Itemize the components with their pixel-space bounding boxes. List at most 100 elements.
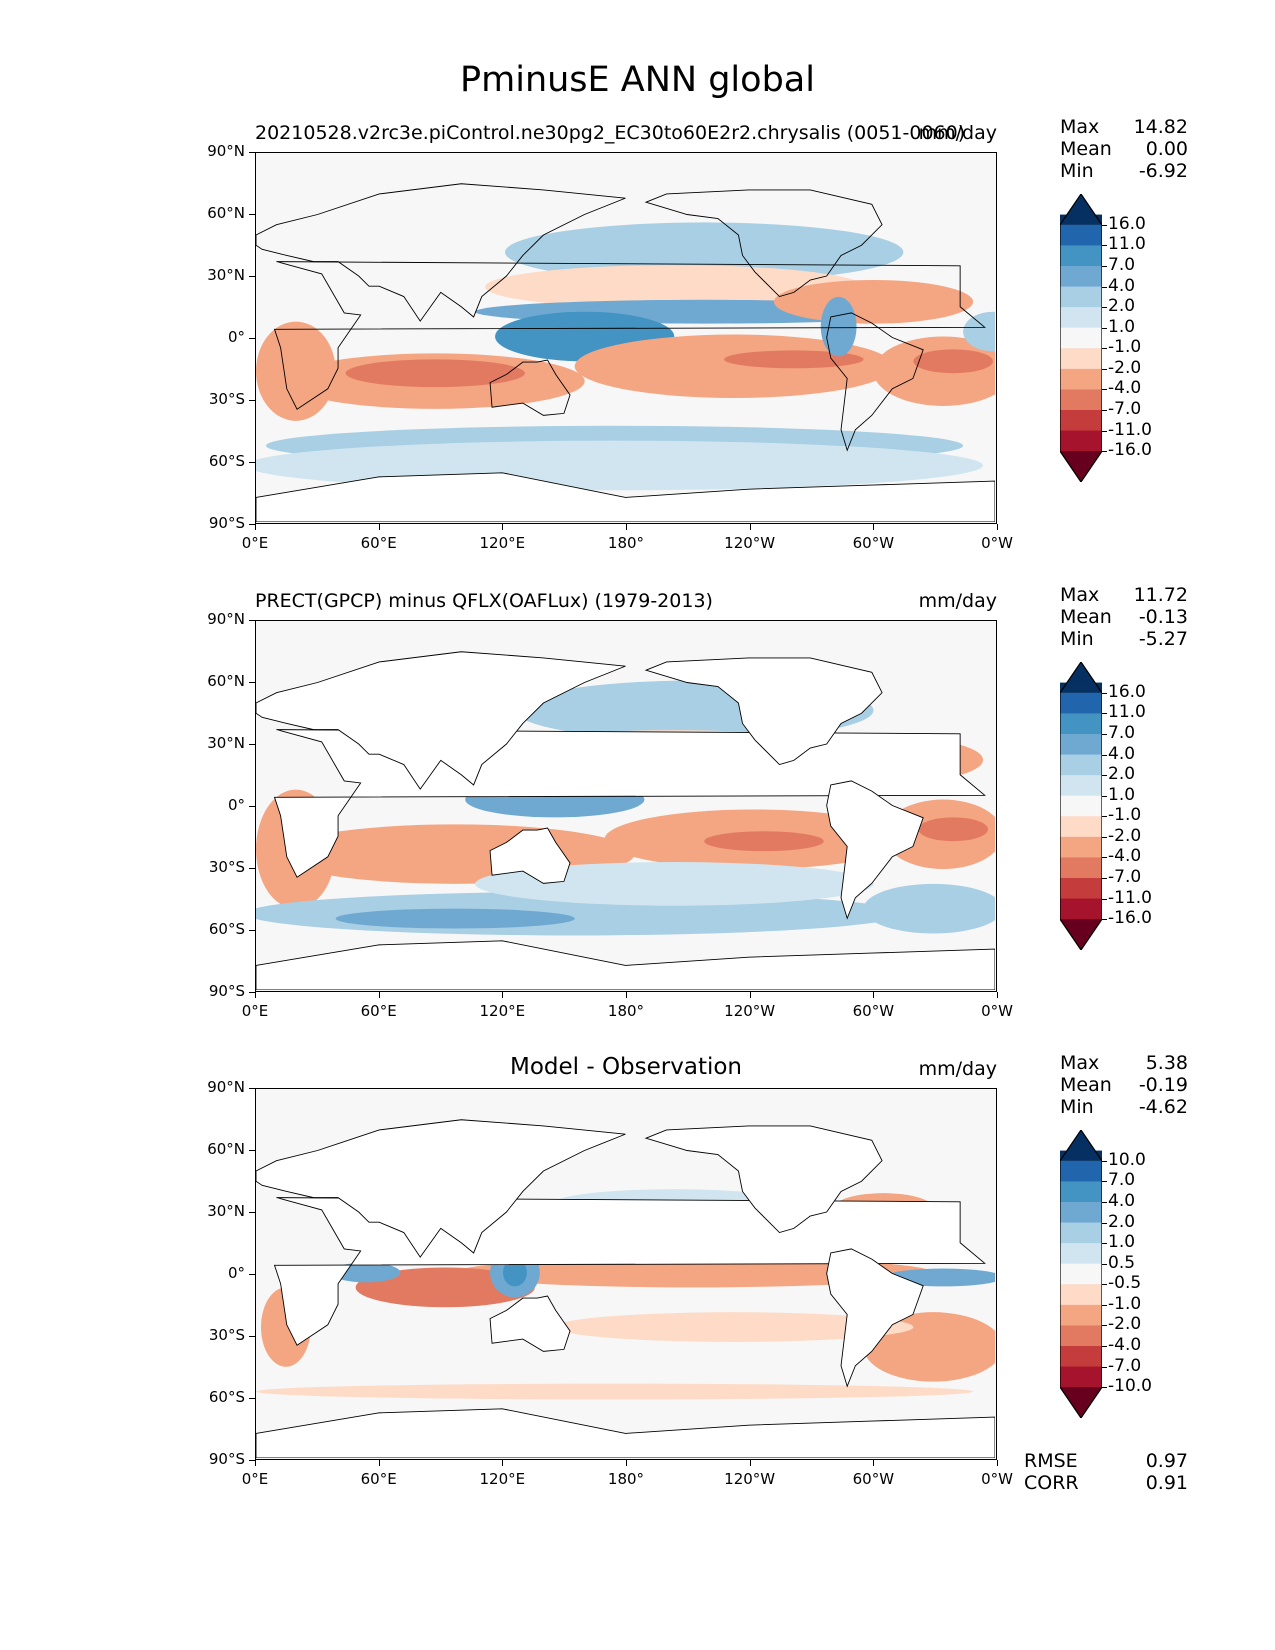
colorbar-swatch (1060, 734, 1102, 756)
lon-tick-label: 60°W (852, 1002, 895, 1020)
colorbar-swatch (1060, 1150, 1102, 1161)
colorbar-tick (1102, 836, 1107, 838)
lon-tick (502, 1460, 504, 1466)
colorbar-tick (1102, 1304, 1107, 1306)
lon-tick (997, 992, 998, 998)
lat-tick-label: 90°S (208, 1450, 245, 1468)
lat-tick-label: 60°S (208, 452, 245, 470)
map-panel (255, 1088, 997, 1460)
contour-field (256, 1089, 995, 1458)
stat-label: Max (1060, 584, 1100, 606)
colorbar-label: 7.0 (1108, 1170, 1136, 1191)
colorbar-tick (1102, 307, 1107, 309)
colorbar-tick (1102, 1222, 1107, 1224)
metric-label: RMSE (1024, 1450, 1078, 1472)
coastline (826, 312, 924, 452)
colorbar-tick (1102, 1181, 1107, 1183)
colorbar-label: -2.0 (1108, 1314, 1142, 1335)
lon-tick (626, 992, 627, 998)
lat-tick (249, 276, 255, 277)
colorbar-label: -1.0 (1108, 337, 1142, 358)
colorbar-swatch (1060, 682, 1102, 693)
colorbar-tick (1102, 775, 1107, 777)
lat-tick (249, 400, 255, 401)
coastline (256, 1119, 626, 1258)
stat-value: 11.72 (1133, 584, 1188, 606)
colorbar-label: -4.0 (1108, 846, 1142, 867)
lat-tick (249, 1460, 255, 1461)
lat-tick-label: 90°S (208, 982, 245, 1000)
stat-label: Mean (1060, 606, 1112, 628)
contour-region (345, 359, 525, 388)
stat-label: Max (1060, 1052, 1100, 1074)
stat-value: -5.27 (1138, 628, 1188, 650)
lon-tick (749, 524, 751, 530)
stat-value: -0.13 (1138, 606, 1188, 628)
colorbar-tick (1102, 1325, 1107, 1327)
colorbar-swatch (1060, 1387, 1102, 1418)
lat-tick (249, 682, 255, 683)
colorbar-tick (1102, 754, 1107, 756)
lat-tick (249, 1398, 255, 1399)
stat-value: -4.62 (1138, 1096, 1188, 1118)
lat-tick (249, 1088, 255, 1089)
lat-tick (249, 462, 255, 463)
colorbar-label: 11.0 (1108, 234, 1146, 255)
colorbar-label: -10.0 (1108, 1376, 1152, 1397)
coastline (256, 651, 626, 790)
colorbar-label: -7.0 (1108, 1355, 1142, 1376)
coastline (256, 1408, 995, 1458)
lon-tick-label: 180° (607, 534, 645, 552)
lat-tick-label: 30°S (208, 858, 245, 876)
colorbar-label: -11.0 (1108, 419, 1152, 440)
colorbar-svg (1059, 660, 1103, 952)
lon-tick-label: 120°W (724, 534, 776, 552)
colorbar-label: -16.0 (1108, 908, 1152, 929)
coastline (489, 827, 571, 884)
colorbar-label: 2.0 (1108, 1211, 1136, 1232)
colorbar-label: -4.0 (1108, 1335, 1142, 1355)
lat-tick (249, 1212, 255, 1213)
colorbar-swatch (1060, 368, 1102, 390)
lat-tick-label: 60°S (208, 920, 245, 938)
colorbar-swatch (1060, 430, 1102, 452)
coastline (826, 1248, 924, 1388)
lon-tick (378, 524, 380, 530)
lon-tick (626, 524, 627, 530)
colorbar-label: 1.0 (1108, 1232, 1136, 1253)
lon-tick-label: 120°E (479, 1002, 526, 1020)
colorbar-label: -2.0 (1108, 357, 1142, 378)
contour-region (355, 1267, 535, 1308)
lat-tick-label: 60°N (207, 204, 245, 222)
lat-tick (249, 524, 255, 525)
lat-tick-label: 30°S (208, 1326, 245, 1344)
colorbar-swatch (1060, 1181, 1102, 1203)
contour-region (335, 908, 575, 929)
colorbar-swatch (1060, 1346, 1102, 1368)
contour-field (256, 621, 995, 990)
colorbar-label: -0.5 (1108, 1273, 1142, 1294)
coastline (256, 472, 995, 522)
metric-value: 0.97 (1145, 1450, 1188, 1472)
colorbar-tick (1102, 430, 1107, 432)
lat-tick (249, 1336, 255, 1337)
colorbar-label: -1.0 (1108, 805, 1142, 826)
contour-region (455, 1257, 934, 1288)
coastline (644, 1125, 883, 1234)
lon-tick-label: 0°W (981, 1002, 1013, 1020)
lon-tick (255, 992, 256, 998)
colorbar-swatch (1060, 1325, 1102, 1347)
lon-tick (873, 992, 875, 998)
stat-label: Max (1060, 116, 1100, 138)
coastline (489, 359, 571, 416)
colorbar-swatch (1060, 451, 1102, 482)
contour-field (256, 153, 995, 522)
colorbar-swatch (1060, 857, 1102, 879)
colorbar-label: -1.0 (1108, 1293, 1142, 1314)
colorbar-swatch (1060, 919, 1102, 950)
colorbar-tick (1102, 368, 1107, 370)
contour-region (502, 1258, 527, 1287)
figure-title: PminusE ANN global (460, 60, 815, 100)
colorbar-swatch (1060, 410, 1102, 432)
contour-region (918, 817, 989, 842)
